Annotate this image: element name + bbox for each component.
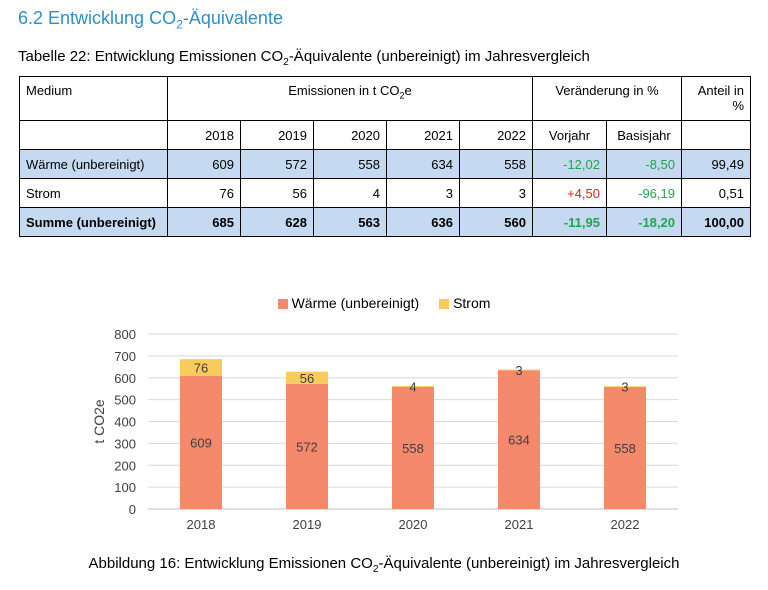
bar-segment (604, 386, 646, 388)
table-row: Wärme (unbereinigt) 609 572 558 634 558 … (19, 149, 751, 179)
data-label: 56 (300, 371, 314, 386)
header-share: Anteil in % (681, 76, 751, 121)
cell-value: 572 (240, 149, 314, 179)
data-label: 4 (409, 380, 416, 395)
x-tick-label: 2019 (293, 517, 322, 532)
cell-value: 685 (167, 207, 241, 237)
row-label: Summe (unbereinigt) (19, 207, 168, 237)
header-basisjahr: Basisjahr (606, 120, 682, 150)
x-tick-label: 2020 (399, 517, 428, 532)
bar-segment (392, 386, 434, 387)
cell-vorjahr: -11,95 (532, 207, 607, 237)
y-tick-label: 500 (114, 393, 136, 408)
cell-value: 560 (459, 207, 533, 237)
cell-value: 634 (386, 149, 460, 179)
legend-label: Wärme (unbereinigt) (291, 295, 420, 311)
y-tick-label: 0 (129, 502, 136, 517)
y-tick-label: 600 (114, 371, 136, 386)
cell-value: 4 (313, 178, 387, 208)
cell-anteil: 99,49 (681, 149, 751, 179)
cell-value: 636 (386, 207, 460, 237)
cell-value: 563 (313, 207, 387, 237)
header-vorjahr: Vorjahr (532, 120, 607, 150)
figure-caption: Abbildung 16: Entwicklung Emissionen CO2… (88, 555, 680, 575)
data-label: 558 (614, 441, 636, 456)
data-label: 572 (296, 439, 318, 454)
header-year: 2021 (386, 120, 460, 150)
bar-segment (604, 386, 646, 509)
chart-legend: Wärme (unbereinigt) Strom (0, 295, 768, 311)
header-empty (681, 120, 751, 150)
header-medium: Medium (19, 76, 168, 121)
cell-anteil: 100,00 (681, 207, 751, 237)
cell-value: 609 (167, 149, 241, 179)
bar-segment (286, 383, 328, 509)
header-change: Veränderung in % (532, 76, 682, 121)
row-label: Strom (19, 178, 168, 208)
legend-swatch (277, 299, 288, 310)
data-label: 76 (194, 360, 208, 375)
bar-segment (180, 375, 222, 509)
row-label: Wärme (unbereinigt) (19, 149, 168, 179)
cell-value: 56 (240, 178, 314, 208)
legend-label: Strom (453, 295, 491, 311)
y-tick-label: 300 (114, 436, 136, 451)
header-year: 2019 (240, 120, 314, 150)
data-label: 609 (190, 435, 212, 450)
cell-value: 558 (313, 149, 387, 179)
bar-segment (180, 359, 222, 376)
cell-anteil: 0,51 (681, 178, 751, 208)
x-tick-label: 2021 (505, 517, 534, 532)
y-tick-label: 700 (114, 349, 136, 364)
header-year: 2018 (167, 120, 241, 150)
bar-segment (392, 386, 434, 509)
table-row-total: Summe (unbereinigt) 685 628 563 636 560 … (19, 207, 751, 237)
bar-segment (498, 369, 540, 371)
cell-basisjahr: -18,20 (606, 207, 682, 237)
section-heading: 6.2 Entwicklung CO2-Äquivalente (18, 8, 283, 32)
legend-swatch (439, 299, 450, 310)
cell-value: 628 (240, 207, 314, 237)
data-label: 3 (515, 363, 522, 378)
table-caption: Tabelle 22: Entwicklung Emissionen CO2-Ä… (18, 48, 590, 68)
y-tick-label: 100 (114, 480, 136, 495)
y-axis-label: t CO2e (91, 399, 107, 444)
x-tick-label: 2022 (611, 517, 640, 532)
legend-item: Wärme (unbereinigt) (277, 295, 420, 311)
y-tick-label: 400 (114, 415, 136, 430)
x-tick-label: 2018 (187, 517, 216, 532)
cell-basisjahr: -8,50 (606, 149, 682, 179)
stacked-bar-chart: 0 100 200 300 400 500 600 700 800 t CO2e 609 76 2018… (91, 327, 678, 532)
cell-basisjahr: -96,19 (606, 178, 682, 208)
legend-item: Strom (439, 295, 490, 311)
bar-segment (498, 370, 540, 509)
emissions-table: Medium Emissionen in t CO2e Veränderung … (19, 76, 751, 237)
y-tick-label: 800 (114, 327, 136, 342)
data-label: 634 (508, 433, 530, 448)
data-label: 558 (402, 441, 424, 456)
bar-segment (286, 371, 328, 384)
y-tick-label: 200 (114, 458, 136, 473)
data-label: 3 (621, 380, 628, 395)
